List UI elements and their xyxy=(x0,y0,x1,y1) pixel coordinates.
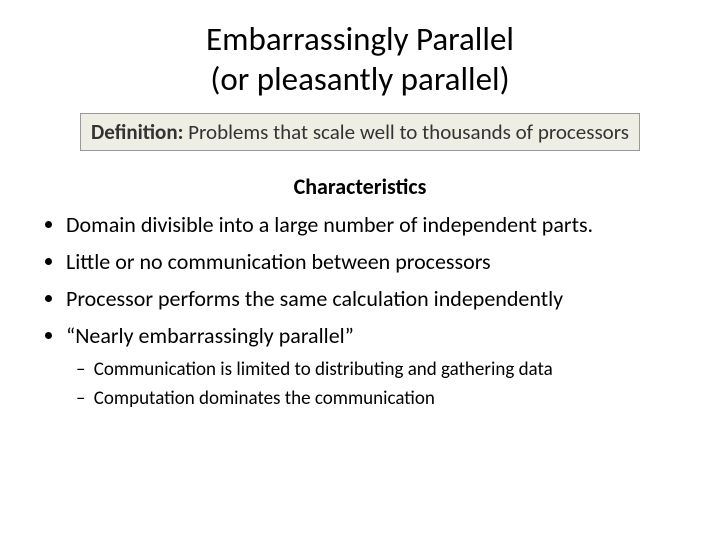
sub-list-item: Computation dominates the communication xyxy=(94,385,680,414)
list-item: Domain divisible into a large number of … xyxy=(66,208,680,241)
list-item: Little or no communication between proce… xyxy=(66,245,680,278)
title-line-2: (or pleasantly parallel) xyxy=(210,59,509,99)
definition-box: Definition: Problems that scale well to … xyxy=(80,113,640,151)
sub-list-item: Communication is limited to distributing… xyxy=(94,356,680,385)
definition-label: Definition: xyxy=(91,119,183,145)
list-item: Processor performs the same calculation … xyxy=(66,282,680,315)
list-item-text: “Nearly embarrassingly parallel” xyxy=(66,322,354,349)
characteristics-heading: Characteristics xyxy=(40,173,680,200)
characteristics-list: Domain divisible into a large number of … xyxy=(40,208,680,413)
sub-list: Communication is limited to distributing… xyxy=(66,356,680,413)
slide-title: Embarrassingly Parallel (or pleasantly p… xyxy=(40,20,680,99)
definition-text: Problems that scale well to thousands of… xyxy=(183,119,629,145)
title-line-1: Embarrassingly Parallel xyxy=(206,19,514,59)
list-item: “Nearly embarrassingly parallel” Communi… xyxy=(66,319,680,413)
slide: Embarrassingly Parallel (or pleasantly p… xyxy=(0,0,720,437)
